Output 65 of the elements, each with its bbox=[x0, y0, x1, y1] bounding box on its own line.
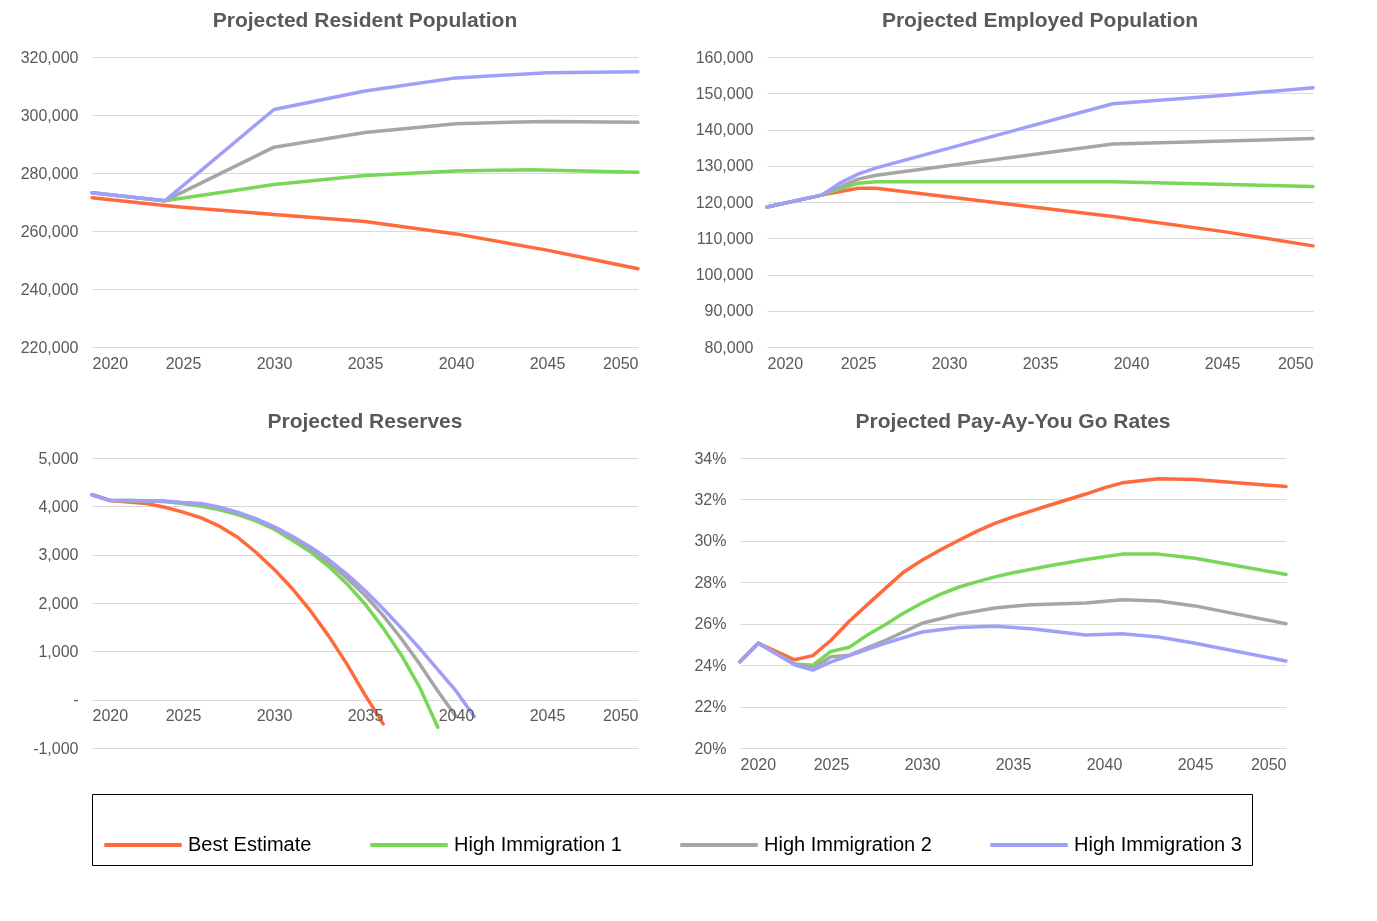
x-tick-label: 2050 bbox=[602, 354, 639, 372]
x-tick-label: 2025 bbox=[813, 755, 850, 773]
x-tick-label: 2020 bbox=[767, 354, 804, 372]
x-tick-label: 2040 bbox=[1086, 755, 1123, 773]
x-tick-label: 2045 bbox=[1204, 354, 1241, 372]
y-tick-label: 100,000 bbox=[695, 266, 754, 283]
x-tick-label: 2020 bbox=[740, 755, 777, 773]
x-tick-label: 2050 bbox=[1250, 755, 1287, 773]
x-tick-label: 2035 bbox=[1022, 354, 1059, 372]
legend-label: High Immigration 2 bbox=[764, 833, 932, 855]
y-tick-label: 160,000 bbox=[695, 48, 754, 66]
y-tick-label: 5,000 bbox=[38, 449, 79, 467]
y-tick-label: 130,000 bbox=[695, 157, 754, 175]
y-tick-label: 24% bbox=[694, 656, 727, 674]
y-tick-label: 300,000 bbox=[20, 106, 79, 124]
legend-label: High Immigration 3 bbox=[1074, 833, 1242, 855]
x-tick-label: 2030 bbox=[904, 755, 941, 773]
y-tick-label: 1,000 bbox=[38, 642, 79, 660]
y-tick-label: 2,000 bbox=[38, 594, 79, 612]
y-tick-label: 3,000 bbox=[38, 546, 79, 564]
x-tick-label: 2050 bbox=[1277, 354, 1314, 372]
y-tick-label: -1,000 bbox=[33, 739, 79, 757]
x-tick-label: 2045 bbox=[529, 707, 566, 725]
y-tick-label: 150,000 bbox=[695, 84, 754, 102]
y-tick-label: 280,000 bbox=[20, 164, 79, 182]
x-tick-label: 2050 bbox=[602, 707, 639, 725]
x-tick-label: 2030 bbox=[256, 354, 293, 372]
x-tick-label: 2045 bbox=[529, 354, 566, 372]
x-tick-label: 2040 bbox=[1113, 354, 1150, 372]
y-tick-label: 20% bbox=[694, 739, 727, 757]
y-tick-label: 26% bbox=[694, 615, 727, 633]
legend-label: High Immigration 1 bbox=[454, 833, 622, 855]
x-tick-label: 2040 bbox=[438, 707, 475, 725]
chart-title: Projected Pay-Ay-You Go Rates bbox=[855, 409, 1171, 432]
chart-title: Projected Resident Population bbox=[212, 8, 518, 31]
x-tick-label: 2030 bbox=[256, 707, 293, 725]
x-tick-label: 2025 bbox=[165, 707, 202, 725]
legend-label: Best Estimate bbox=[188, 833, 312, 855]
y-tick-label: 140,000 bbox=[695, 121, 754, 138]
x-tick-label: 2025 bbox=[165, 354, 202, 372]
y-tick-label: 120,000 bbox=[695, 193, 754, 211]
y-tick-label: 22% bbox=[694, 698, 727, 716]
x-tick-label: 2025 bbox=[840, 354, 877, 372]
chart-title: Projected Reserves bbox=[267, 409, 463, 432]
y-tick-label: 80,000 bbox=[704, 338, 754, 356]
x-tick-label: 2045 bbox=[1177, 755, 1214, 773]
y-tick-label: - bbox=[73, 691, 79, 709]
x-tick-label: 2020 bbox=[92, 707, 129, 725]
y-tick-label: 34% bbox=[694, 449, 727, 467]
y-tick-label: 110,000 bbox=[696, 229, 754, 247]
x-tick-label: 2035 bbox=[347, 354, 384, 372]
x-tick-label: 2020 bbox=[92, 354, 129, 372]
chart-title: Projected Employed Population bbox=[881, 8, 1199, 31]
y-tick-label: 4,000 bbox=[38, 497, 79, 515]
y-tick-label: 320,000 bbox=[20, 48, 79, 66]
y-tick-label: 260,000 bbox=[20, 222, 79, 240]
x-tick-label: 2040 bbox=[438, 354, 475, 372]
y-tick-label: 30% bbox=[694, 532, 727, 550]
y-tick-label: 28% bbox=[694, 573, 727, 591]
y-tick-label: 32% bbox=[694, 490, 727, 508]
y-tick-label: 240,000 bbox=[20, 280, 79, 298]
x-tick-label: 2030 bbox=[931, 354, 968, 372]
x-tick-label: 2035 bbox=[995, 755, 1032, 773]
y-tick-label: 90,000 bbox=[704, 302, 754, 320]
y-tick-label: 220,000 bbox=[20, 338, 79, 356]
